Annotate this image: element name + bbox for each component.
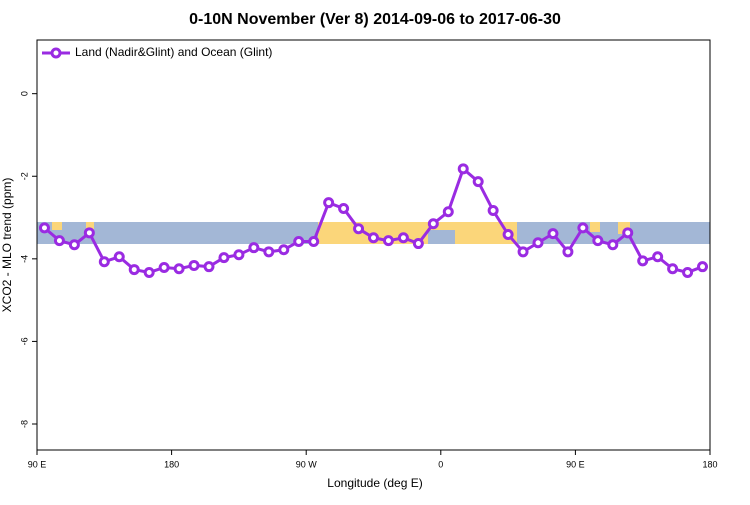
x-tick-label: 90 E	[566, 459, 585, 469]
point	[652, 251, 664, 263]
point	[547, 228, 559, 240]
point	[562, 246, 574, 258]
point	[532, 237, 544, 249]
point	[98, 256, 110, 268]
point	[248, 242, 260, 254]
point	[577, 222, 589, 234]
y-tick-label: -8	[19, 420, 29, 428]
y-tick-label: 0	[19, 91, 29, 96]
point	[323, 197, 335, 209]
y-tick-label: -2	[19, 172, 29, 180]
point	[278, 244, 290, 256]
plot-frame	[36, 39, 711, 451]
point	[293, 235, 305, 247]
point	[263, 246, 275, 258]
point	[113, 251, 125, 263]
point	[38, 222, 50, 234]
point	[173, 263, 185, 275]
y-tick-label: -6	[19, 337, 29, 345]
point	[397, 232, 409, 244]
point	[83, 227, 95, 239]
y-tick-label: -4	[19, 255, 29, 263]
point	[637, 255, 649, 267]
point	[457, 163, 469, 175]
point	[143, 266, 155, 278]
chart-title: 0-10N November (Ver 8) 2014-09-06 to 201…	[189, 11, 561, 28]
point	[427, 218, 439, 230]
point	[622, 227, 634, 239]
point	[697, 261, 709, 273]
point	[128, 264, 140, 276]
legend-marker	[50, 47, 62, 59]
point	[517, 246, 529, 258]
point	[502, 228, 514, 240]
point	[338, 202, 350, 214]
point	[382, 235, 394, 247]
point	[68, 239, 80, 251]
x-axis-label: Longitude (deg E)	[327, 476, 422, 490]
legend: Land (Nadir&Glint) and Ocean (Glint)	[42, 45, 272, 59]
point	[203, 261, 215, 273]
point	[412, 238, 424, 250]
point	[682, 266, 694, 278]
legend-label: Land (Nadir&Glint) and Ocean (Glint)	[75, 45, 272, 59]
series-line	[43, 166, 704, 275]
point	[368, 232, 379, 244]
point	[607, 239, 619, 251]
x-tick-label: 0	[438, 459, 443, 469]
point	[592, 235, 604, 247]
point	[53, 235, 65, 247]
point	[667, 263, 679, 275]
point	[442, 206, 454, 218]
point	[308, 235, 320, 247]
x-tick-label: 180	[164, 459, 179, 469]
point	[158, 262, 170, 274]
point	[233, 249, 245, 261]
point	[353, 223, 365, 235]
point	[188, 259, 200, 271]
point	[218, 252, 230, 264]
y-axis-label: XCO2 - MLO trend (ppm)	[0, 178, 14, 313]
x-tick-label: 180	[702, 459, 717, 469]
point	[487, 205, 499, 217]
point	[472, 176, 484, 188]
x-tick-label: 90 E	[28, 459, 47, 469]
x-tick-label: 90 W	[296, 459, 318, 469]
